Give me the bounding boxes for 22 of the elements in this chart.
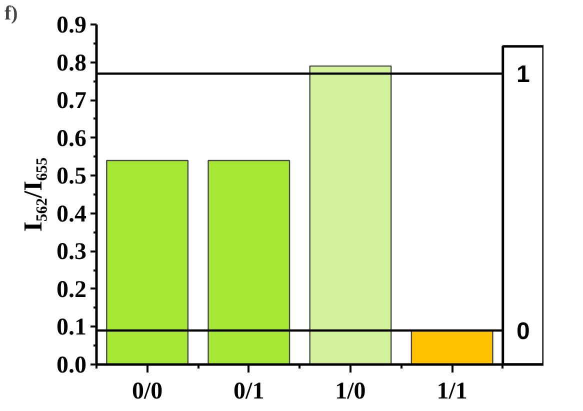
y-tick-label: 0.2: [56, 276, 86, 303]
bar: [410, 330, 494, 364]
ref-line-label: 0: [516, 318, 530, 345]
bar: [309, 65, 392, 364]
x-tick-label: 1/0: [335, 378, 366, 404]
ref-line-label: 1: [516, 61, 530, 88]
y-tick-label: 0.0: [56, 352, 86, 378]
bar: [208, 160, 290, 364]
y-tick-label: 0.4: [56, 201, 86, 228]
bar: [106, 160, 189, 364]
y-tick-label: 0.5: [56, 164, 86, 190]
chart-title: f): [4, 2, 18, 24]
y-tick-label: 0.3: [56, 239, 86, 266]
x-tick-label: 1/1: [436, 378, 468, 404]
x-tick-label: 0/1: [234, 378, 264, 404]
y-tick-label: 0.8: [56, 50, 86, 76]
y-tick-label: 0.7: [56, 88, 86, 114]
x-tick-label: 0/0: [132, 378, 163, 404]
y-tick-label: 0.9: [56, 12, 86, 38]
y-axis-title: I₅₆₂/I₆₅₅: [18, 157, 48, 232]
y-tick-label: 0.6: [56, 126, 86, 152]
y-tick-label: 0.1: [56, 314, 86, 341]
